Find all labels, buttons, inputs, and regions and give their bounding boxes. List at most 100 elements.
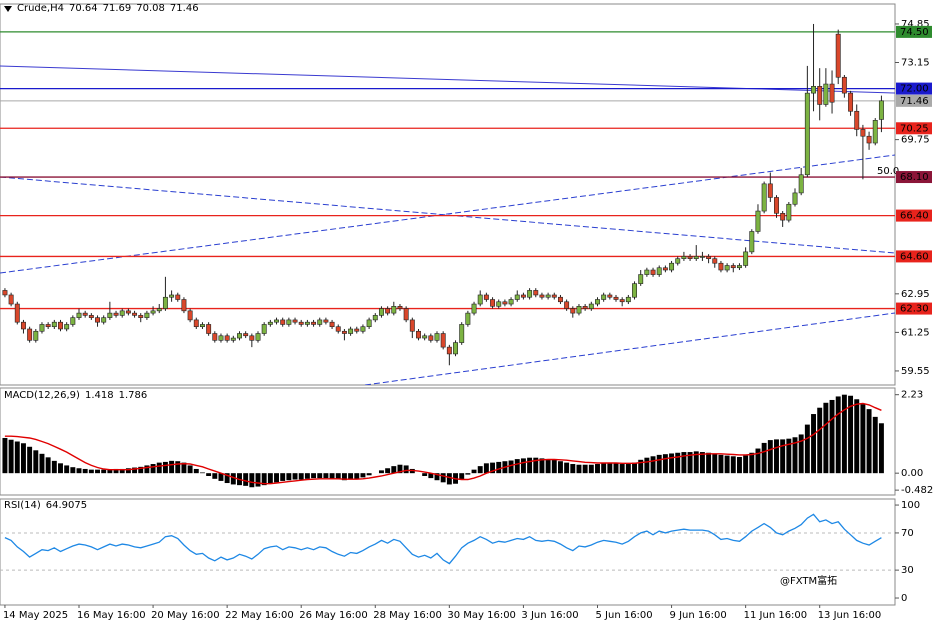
candle-body — [341, 330, 347, 334]
macd-bar — [539, 458, 545, 474]
candle-body — [212, 333, 218, 341]
candle-body — [280, 319, 286, 325]
marks: 74.85 73.15 69.75 62.95 61.25 59.55 74.50 72.00… — [0, 19, 933, 621]
candle-body — [619, 299, 625, 303]
macd-bar — [20, 443, 26, 474]
candle-body — [508, 299, 514, 305]
candle-body — [218, 335, 224, 341]
candle-body — [662, 267, 668, 271]
x-tick-label: 22 May 16:00 — [225, 610, 294, 621]
candle-body — [502, 301, 508, 305]
macd-bar — [557, 461, 563, 474]
open: 70.64 — [69, 3, 98, 14]
candle-body — [132, 312, 138, 316]
candle-body — [58, 321, 63, 330]
macd-value: 1.418 — [84, 390, 114, 401]
macd-bar — [187, 465, 193, 474]
candle-body — [644, 269, 650, 275]
macd-bar — [354, 473, 360, 479]
candle-body — [113, 312, 119, 316]
level-label: 68.10 — [900, 172, 929, 183]
macd-bar — [304, 473, 310, 479]
macd-bar — [582, 464, 588, 474]
level-label: 74.50 — [900, 27, 929, 38]
macd-bar — [329, 473, 335, 479]
level-label-bg — [896, 171, 932, 184]
candle-body — [878, 100, 884, 120]
macd-bar — [459, 473, 465, 480]
candle-body — [693, 256, 699, 259]
symbol: Crude,H4 — [17, 3, 64, 14]
candle-body — [669, 262, 675, 271]
macd-bar — [755, 448, 761, 474]
candle-body — [613, 296, 619, 300]
macd-bar — [533, 457, 539, 474]
candle-body — [872, 120, 878, 144]
macd-bar — [730, 456, 736, 474]
x-tick-label: 5 Jun 16:00 — [595, 610, 652, 621]
rsi-value: 64.9075 — [45, 500, 88, 511]
macd-bar — [144, 465, 150, 474]
macd-bar — [132, 467, 138, 474]
candle-body — [453, 342, 458, 355]
candle-body — [736, 265, 742, 269]
close: 71.46 — [169, 3, 199, 14]
macd-bar — [440, 473, 446, 483]
trendline — [0, 154, 895, 274]
candle-body — [601, 294, 607, 300]
candle-body — [582, 306, 588, 309]
candle-body — [434, 333, 440, 341]
candle-body — [409, 319, 415, 332]
candle-body — [829, 83, 835, 103]
macd-bar — [706, 452, 712, 474]
x-tick-label: 9 Jun 16:00 — [670, 610, 727, 621]
y-tick-label: 70 — [901, 528, 914, 539]
macd-bar — [317, 473, 323, 479]
candle-body — [27, 328, 33, 341]
macd-bar — [650, 456, 656, 474]
macd-bar — [175, 461, 181, 474]
menu-icon — [4, 5, 12, 12]
macd-bar — [743, 455, 749, 474]
candle-body — [774, 197, 779, 214]
macd-bar — [88, 469, 94, 474]
watermark: @FXTM富拓 — [780, 574, 837, 587]
candle-body — [14, 303, 20, 323]
macd-bar — [601, 463, 607, 474]
candle-body — [366, 319, 372, 328]
macd-bar — [391, 466, 397, 474]
level-label: 66.40 — [900, 211, 929, 222]
macd-bar — [878, 423, 884, 474]
candle-body — [304, 321, 310, 325]
macd-bar — [162, 461, 168, 474]
macd-bar — [206, 473, 212, 476]
candle-body — [786, 203, 792, 221]
macd-bar — [712, 453, 718, 474]
macd-bar — [218, 473, 224, 481]
level-label: 64.60 — [900, 251, 929, 262]
candle-body — [749, 231, 755, 253]
high: 71.69 — [102, 3, 132, 14]
macd-bar — [520, 458, 526, 474]
candle-body — [175, 294, 181, 300]
candle-body — [854, 110, 860, 130]
macd-bar — [693, 451, 699, 474]
candle-body — [107, 312, 113, 318]
macd-bar — [527, 457, 533, 474]
signal-value: 1.786 — [118, 390, 148, 401]
candle-body — [428, 335, 434, 341]
price-label-bg — [896, 94, 932, 107]
candle-body — [354, 328, 360, 332]
candle-body — [755, 210, 761, 232]
candle-body — [650, 269, 656, 275]
candle-body — [835, 33, 841, 78]
level-label: 70.25 — [900, 123, 929, 134]
candle-body — [656, 267, 662, 275]
macd-bar — [8, 439, 14, 474]
macd-bar — [150, 464, 156, 474]
y-tick-label: 2.23 — [901, 390, 923, 401]
macd-bar — [570, 464, 576, 474]
candle-body — [446, 346, 452, 355]
candle-body — [249, 335, 255, 341]
